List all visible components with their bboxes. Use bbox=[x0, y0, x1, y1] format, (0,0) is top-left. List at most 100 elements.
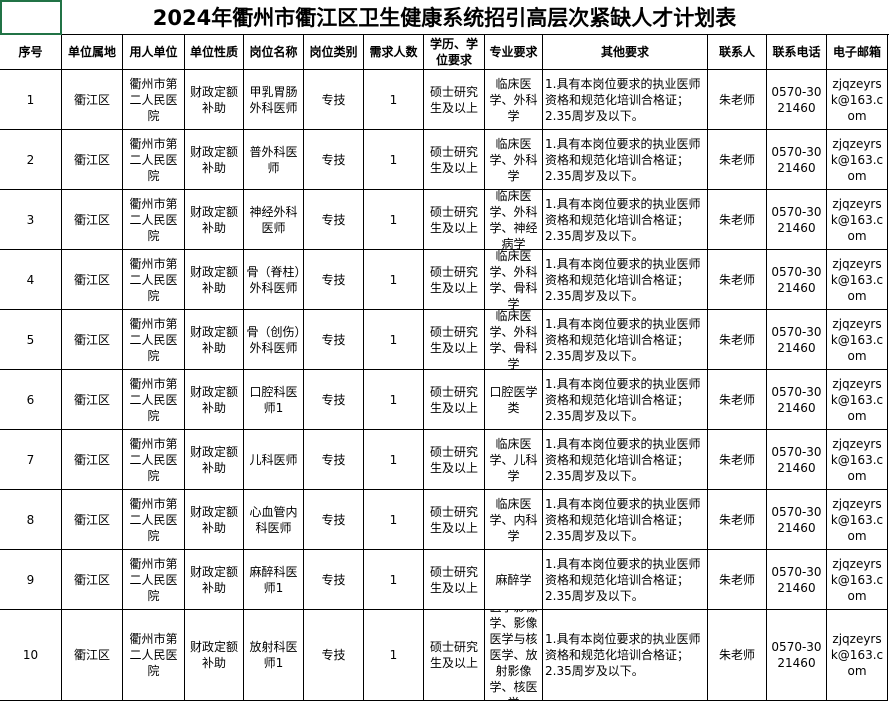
table-cell[interactable]: 0570-3021460 bbox=[767, 310, 827, 370]
column-header[interactable]: 其他要求 bbox=[543, 35, 708, 70]
table-cell[interactable]: 专技 bbox=[304, 490, 364, 550]
table-cell[interactable]: 1.具有本岗位要求的执业医师资格和规范化培训合格证； 2.35周岁及以下。 bbox=[543, 190, 708, 250]
column-header[interactable]: 岗位类别 bbox=[304, 35, 364, 70]
selected-cell[interactable] bbox=[0, 0, 62, 35]
column-header[interactable]: 联系人 bbox=[708, 35, 767, 70]
table-cell[interactable]: 临床医学、外科学 bbox=[485, 70, 543, 130]
table-cell[interactable]: 衢江区 bbox=[62, 430, 123, 490]
table-cell[interactable]: 口腔科医师1 bbox=[244, 370, 304, 430]
column-header[interactable]: 单位性质 bbox=[185, 35, 244, 70]
table-cell[interactable]: 1.具有本岗位要求的执业医师资格和规范化培训合格证； 2.35周岁及以下。 bbox=[543, 490, 708, 550]
table-cell[interactable]: 1 bbox=[364, 190, 424, 250]
table-cell[interactable]: 朱老师 bbox=[708, 130, 767, 190]
column-header[interactable]: 电子邮箱 bbox=[827, 35, 888, 70]
table-cell[interactable]: 衢州市第二人民医院 bbox=[123, 130, 185, 190]
table-cell[interactable]: 财政定额补助 bbox=[185, 490, 244, 550]
table-cell[interactable]: 财政定额补助 bbox=[185, 250, 244, 310]
table-cell[interactable]: 甲乳胃肠外科医师 bbox=[244, 70, 304, 130]
table-cell[interactable]: 财政定额补助 bbox=[185, 550, 244, 610]
table-cell[interactable]: 0570-3021460 bbox=[767, 130, 827, 190]
table-cell[interactable]: 1.具有本岗位要求的执业医师资格和规范化培训合格证； 2.35周岁及以下。 bbox=[543, 70, 708, 130]
table-cell[interactable]: 衢江区 bbox=[62, 550, 123, 610]
table-cell[interactable]: 衢江区 bbox=[62, 70, 123, 130]
table-cell[interactable]: 衢州市第二人民医院 bbox=[123, 370, 185, 430]
table-cell[interactable]: 专技 bbox=[304, 550, 364, 610]
table-cell[interactable]: zjqzeyrsk@163.com bbox=[827, 130, 888, 190]
table-cell[interactable]: 朱老师 bbox=[708, 190, 767, 250]
table-cell[interactable]: 朱老师 bbox=[708, 490, 767, 550]
table-cell[interactable]: 专技 bbox=[304, 430, 364, 490]
table-cell[interactable]: 1.具有本岗位要求的执业医师资格和规范化培训合格证； 2.35周岁及以下。 bbox=[543, 370, 708, 430]
table-cell[interactable]: 朱老师 bbox=[708, 550, 767, 610]
table-cell[interactable]: 3 bbox=[0, 190, 62, 250]
table-cell[interactable]: 财政定额补助 bbox=[185, 370, 244, 430]
table-cell[interactable]: 10 bbox=[0, 610, 62, 701]
table-cell[interactable]: zjqzeyrsk@163.com bbox=[827, 370, 888, 430]
table-cell[interactable]: zjqzeyrsk@163.com bbox=[827, 250, 888, 310]
table-cell[interactable]: zjqzeyrsk@163.com bbox=[827, 430, 888, 490]
column-header[interactable]: 序号 bbox=[0, 35, 62, 70]
table-cell[interactable]: 硕士研究生及以上 bbox=[424, 130, 485, 190]
column-header[interactable]: 学历、学位要求 bbox=[424, 35, 485, 70]
table-cell[interactable]: 1.具有本岗位要求的执业医师资格和规范化培训合格证； 2.35周岁及以下。 bbox=[543, 550, 708, 610]
table-cell[interactable]: 0570-3021460 bbox=[767, 190, 827, 250]
table-cell[interactable]: 衢江区 bbox=[62, 370, 123, 430]
table-cell[interactable]: 硕士研究生及以上 bbox=[424, 490, 485, 550]
table-cell[interactable]: 2 bbox=[0, 130, 62, 190]
table-cell[interactable]: 1.具有本岗位要求的执业医师资格和规范化培训合格证； 2.35周岁及以下。 bbox=[543, 430, 708, 490]
table-cell[interactable]: 专技 bbox=[304, 250, 364, 310]
table-cell[interactable]: 衢州市第二人民医院 bbox=[123, 70, 185, 130]
table-cell[interactable]: 硕士研究生及以上 bbox=[424, 190, 485, 250]
table-cell[interactable]: 财政定额补助 bbox=[185, 610, 244, 701]
table-cell[interactable]: 衢江区 bbox=[62, 190, 123, 250]
table-cell[interactable]: 放射科医师1 bbox=[244, 610, 304, 701]
table-cell[interactable]: 0570-3021460 bbox=[767, 250, 827, 310]
table-cell[interactable]: 硕士研究生及以上 bbox=[424, 250, 485, 310]
table-cell[interactable]: 0570-3021460 bbox=[767, 370, 827, 430]
table-cell[interactable]: 衢州市第二人民医院 bbox=[123, 430, 185, 490]
table-cell[interactable]: zjqzeyrsk@163.com bbox=[827, 490, 888, 550]
table-cell[interactable]: 硕士研究生及以上 bbox=[424, 610, 485, 701]
table-cell[interactable]: 衢江区 bbox=[62, 310, 123, 370]
column-header[interactable]: 专业要求 bbox=[485, 35, 543, 70]
table-cell[interactable]: 1 bbox=[364, 610, 424, 701]
table-cell[interactable]: 1 bbox=[364, 250, 424, 310]
table-cell[interactable]: 1 bbox=[364, 130, 424, 190]
table-cell[interactable]: 0570-3021460 bbox=[767, 430, 827, 490]
table-cell[interactable]: 财政定额补助 bbox=[185, 130, 244, 190]
table-cell[interactable]: 骨（脊柱）外科医师 bbox=[244, 250, 304, 310]
table-cell[interactable]: 硕士研究生及以上 bbox=[424, 550, 485, 610]
table-cell[interactable]: 神经外科医师 bbox=[244, 190, 304, 250]
table-cell[interactable]: 1.具有本岗位要求的执业医师资格和规范化培训合格证； 2.35周岁及以下。 bbox=[543, 610, 708, 701]
table-cell[interactable]: 7 bbox=[0, 430, 62, 490]
table-cell[interactable]: 专技 bbox=[304, 310, 364, 370]
table-cell[interactable]: 1 bbox=[364, 430, 424, 490]
table-cell[interactable]: 财政定额补助 bbox=[185, 430, 244, 490]
table-cell[interactable]: 0570-3021460 bbox=[767, 490, 827, 550]
table-cell[interactable]: 1 bbox=[364, 310, 424, 370]
table-cell[interactable]: 9 bbox=[0, 550, 62, 610]
table-cell[interactable]: 衢江区 bbox=[62, 130, 123, 190]
table-cell[interactable]: zjqzeyrsk@163.com bbox=[827, 310, 888, 370]
table-cell[interactable]: 1.具有本岗位要求的执业医师资格和规范化培训合格证； 2.35周岁及以下。 bbox=[543, 130, 708, 190]
table-cell[interactable]: 0570-3021460 bbox=[767, 550, 827, 610]
table-cell[interactable]: 临床医学、外科学、骨科学 bbox=[485, 250, 543, 310]
table-cell[interactable]: 财政定额补助 bbox=[185, 310, 244, 370]
table-cell[interactable]: 衢州市第二人民医院 bbox=[123, 490, 185, 550]
table-cell[interactable]: 0570-3021460 bbox=[767, 70, 827, 130]
table-cell[interactable]: 专技 bbox=[304, 70, 364, 130]
table-cell[interactable]: 财政定额补助 bbox=[185, 190, 244, 250]
table-cell[interactable]: 1.具有本岗位要求的执业医师资格和规范化培训合格证； 2.35周岁及以下。 bbox=[543, 250, 708, 310]
table-cell[interactable]: 专技 bbox=[304, 370, 364, 430]
table-cell[interactable]: 朱老师 bbox=[708, 70, 767, 130]
table-cell[interactable]: 临床医学、内科学 bbox=[485, 490, 543, 550]
table-cell[interactable]: zjqzeyrsk@163.com bbox=[827, 550, 888, 610]
table-cell[interactable]: 衢州市第二人民医院 bbox=[123, 250, 185, 310]
table-cell[interactable]: zjqzeyrsk@163.com bbox=[827, 610, 888, 701]
table-cell[interactable]: 口腔医学类 bbox=[485, 370, 543, 430]
table-cell[interactable]: 衢江区 bbox=[62, 490, 123, 550]
table-cell[interactable]: 5 bbox=[0, 310, 62, 370]
table-cell[interactable]: 医学影像学、影像医学与核医学、放射影像学、核医学 bbox=[485, 610, 543, 701]
table-cell[interactable]: zjqzeyrsk@163.com bbox=[827, 190, 888, 250]
table-cell[interactable]: 朱老师 bbox=[708, 610, 767, 701]
